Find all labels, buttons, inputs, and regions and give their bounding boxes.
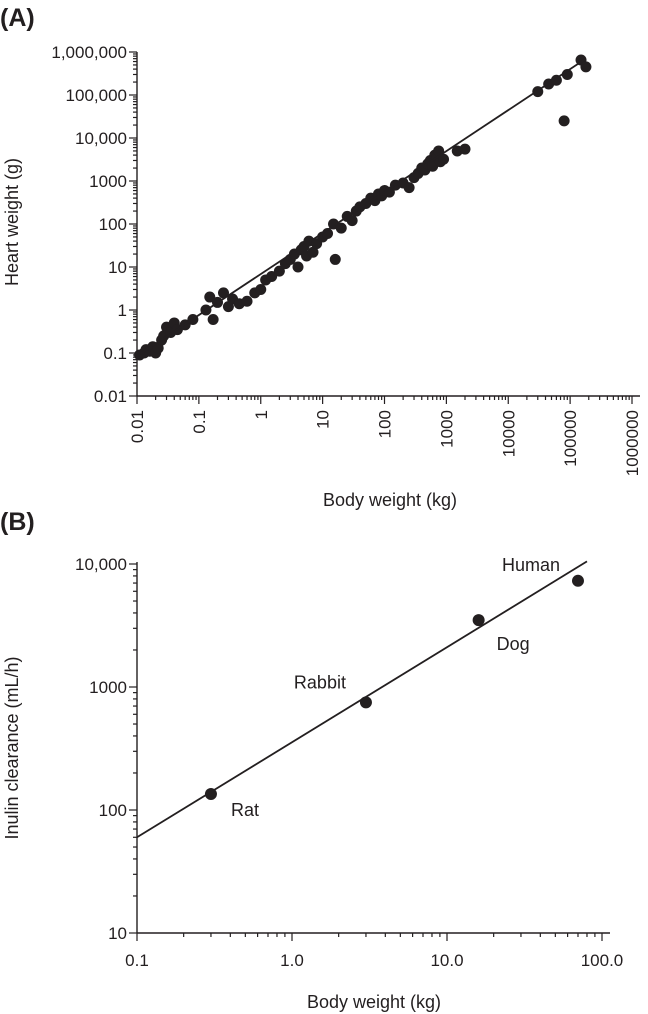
y-tick-label: 100 xyxy=(99,801,127,820)
data-point xyxy=(550,74,562,86)
chart-b-panel-label: (B) xyxy=(0,508,35,536)
x-tick-label: 10000 xyxy=(499,410,518,457)
data-point-human xyxy=(571,574,584,587)
y-tick-label: 10,000 xyxy=(75,555,127,574)
y-tick-label: 1 xyxy=(118,301,127,320)
chart-a-fit-line xyxy=(136,57,587,357)
x-tick-label: 1.0 xyxy=(280,951,304,970)
chart-a-y-tick-labels: 0.01 0.1 1 10 100 1000 10,000 100,000 1,000,000 xyxy=(51,43,127,406)
data-point xyxy=(438,153,450,165)
x-tick-label: 100.0 xyxy=(581,951,624,970)
chart-a-x-axis-title: Body weight (kg) xyxy=(323,490,457,510)
y-tick-label: 100,000 xyxy=(66,86,127,105)
point-label-human: Human xyxy=(502,555,560,575)
data-point xyxy=(241,295,253,307)
chart-a-y-axis-title: Heart weight (g) xyxy=(2,158,22,286)
chart-a: (A) 0.01 0.1 1 10 100 1000 10,000 100,000 1,000,… xyxy=(0,4,642,510)
x-tick-label: 10 xyxy=(314,410,333,429)
point-label-dog: Dog xyxy=(497,634,530,654)
x-tick-label: 0.1 xyxy=(125,951,149,970)
data-point xyxy=(561,68,573,80)
chart-b-points: Rat Rabbit Dog Human xyxy=(204,555,584,820)
data-point xyxy=(292,261,304,273)
chart-a-x-tick-labels: 0.01 0.1 1 10 100 1000 10000 100000 1000000 xyxy=(128,410,642,476)
x-tick-label: 0.1 xyxy=(190,410,209,434)
y-tick-label: 0.1 xyxy=(103,344,127,363)
data-point-rat xyxy=(204,787,217,800)
chart-b-x-tick-labels: 0.1 1.0 10.0 100.0 xyxy=(125,951,623,970)
x-tick-label: 1 xyxy=(252,410,271,419)
data-point xyxy=(558,115,570,127)
data-point xyxy=(329,253,341,265)
y-tick-label: 10 xyxy=(108,258,127,277)
y-tick-label: 1,000,000 xyxy=(51,43,127,62)
x-tick-label: 10.0 xyxy=(430,951,463,970)
data-point xyxy=(580,61,592,73)
data-point xyxy=(266,271,278,283)
y-tick-label: 10 xyxy=(108,924,127,943)
y-tick-label: 1000 xyxy=(89,678,127,697)
x-tick-label: 0.01 xyxy=(128,410,147,443)
data-point xyxy=(307,246,319,258)
data-point xyxy=(207,314,219,326)
data-point xyxy=(273,265,285,277)
x-tick-label: 100 xyxy=(376,410,395,438)
y-tick-label: 10,000 xyxy=(75,129,127,148)
data-point xyxy=(403,182,415,194)
data-point-rabbit xyxy=(359,696,372,709)
chart-b-y-tick-labels: 10 100 1000 10,000 xyxy=(75,555,127,943)
x-tick-label: 1000 xyxy=(437,410,456,448)
chart-a-panel-label: (A) xyxy=(0,4,35,32)
data-point xyxy=(217,287,229,299)
chart-a-points xyxy=(134,54,592,361)
point-label-rabbit: Rabbit xyxy=(294,672,346,692)
y-tick-label: 0.01 xyxy=(94,387,127,406)
data-point xyxy=(204,291,216,303)
data-point xyxy=(255,283,267,295)
chart-b-ticks xyxy=(129,563,603,941)
data-point xyxy=(346,215,358,227)
chart-b-x-axis-title: Body weight (kg) xyxy=(307,992,441,1012)
point-label-rat: Rat xyxy=(231,800,259,820)
x-tick-label: 1000000 xyxy=(623,410,642,476)
x-tick-label: 100000 xyxy=(561,410,580,467)
y-tick-label: 1000 xyxy=(89,172,127,191)
data-point-dog xyxy=(472,614,485,627)
chart-b-y-axis-title: Inulin clearance (mL/h) xyxy=(2,656,22,839)
data-point xyxy=(459,143,471,155)
data-point xyxy=(335,222,347,234)
chart-a-ticks xyxy=(129,51,633,404)
y-tick-label: 100 xyxy=(99,215,127,234)
